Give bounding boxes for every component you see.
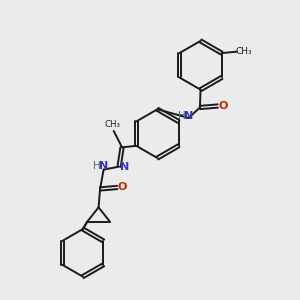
Text: H: H <box>178 110 186 121</box>
Text: H: H <box>93 161 101 171</box>
Text: O: O <box>118 182 127 193</box>
Text: N: N <box>184 110 193 121</box>
Text: N: N <box>120 162 129 172</box>
Text: CH₃: CH₃ <box>104 120 120 129</box>
Text: CH₃: CH₃ <box>235 46 252 56</box>
Text: N: N <box>99 161 108 171</box>
Text: O: O <box>218 101 228 111</box>
